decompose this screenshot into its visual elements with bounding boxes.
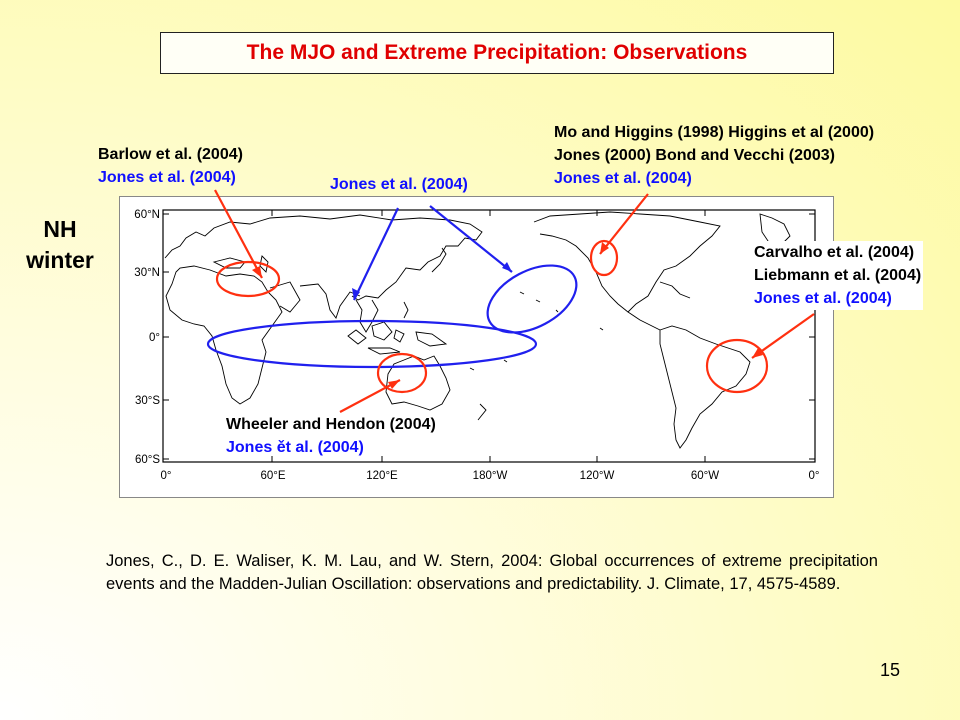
lon-label-60e: 60°E: [260, 470, 285, 482]
barlow-jones-ref: Jones et al. (2004): [98, 169, 236, 186]
page-number: 15: [880, 660, 901, 680]
wheeler-jones-ref: Jones ět al. (2004): [226, 439, 364, 456]
lat-label-60n: 60°N: [134, 209, 160, 221]
australia-ellipse: [376, 352, 428, 394]
season-label: NH winter: [18, 214, 102, 276]
wheeler-ref: Wheeler and Hendon (2004): [226, 416, 436, 433]
season-label-line2: winter: [26, 247, 94, 273]
carvalho-jones-ref: Jones et al. (2004): [754, 290, 892, 307]
mo-higgins-ref-1: Mo and Higgins (1998) Higgins et al (200…: [554, 124, 875, 141]
annotation-jones-top: Jones et al. (2004): [330, 173, 468, 196]
lon-label-180: 180°W: [473, 470, 508, 482]
liebmann-ref: Liebmann et al. (2004): [754, 267, 922, 284]
annotation-carvalho: Carvalho et al. (2004) Liebmann et al. (…: [752, 241, 924, 310]
middle-east-ellipse: [215, 260, 281, 298]
blue-marks: [206, 205, 578, 369]
coastlines: [164, 211, 791, 449]
lat-label-60s: 60°S: [135, 454, 160, 466]
jones-top-ref: Jones et al. (2004): [330, 176, 468, 193]
annotation-wheeler: Wheeler and Hendon (2004) Jones ět al. (…: [226, 413, 436, 459]
slide-title: The MJO and Extreme Precipitation: Obser…: [160, 32, 834, 74]
barlow-ref: Barlow et al. (2004): [98, 146, 243, 163]
annotation-mo-higgins: Mo and Higgins (1998) Higgins et al (200…: [554, 121, 874, 190]
lat-label-30s: 30°S: [135, 395, 160, 407]
lon-label-0: 0°: [161, 470, 172, 482]
lat-label-eq: 0°: [149, 332, 160, 344]
carvalho-ref: Carvalho et al. (2004): [754, 244, 915, 261]
map-frame: [162, 209, 816, 463]
mjo-equatorial-ellipse: [206, 319, 538, 369]
blue-arrow-2: [429, 205, 513, 273]
red-arrow-barlow: [214, 189, 263, 279]
season-label-line1: NH: [43, 216, 77, 242]
red-arrow-carvalho: [751, 313, 815, 359]
lon-label-0-end: 0°: [809, 470, 820, 482]
annotation-barlow: Barlow et al. (2004) Jones et al. (2004): [98, 143, 243, 189]
california-ellipse: [589, 239, 619, 277]
brazil-ellipse: [705, 338, 769, 394]
lon-label-60w: 60°W: [691, 470, 719, 482]
red-arrow-mo: [599, 193, 649, 255]
blue-arrow-1: [353, 207, 399, 301]
mo-higgins-ref-2: Jones (2000) Bond and Vecchi (2003): [554, 147, 835, 164]
red-marks: [214, 189, 815, 413]
lat-label-30n: 30°N: [134, 267, 160, 279]
citation-text: Jones, C., D. E. Waliser, K. M. Lau, and…: [106, 552, 878, 593]
lon-label-120w: 120°W: [580, 470, 615, 482]
pacific-ellipse: [486, 264, 578, 334]
mo-higgins-jones-ref: Jones et al. (2004): [554, 170, 692, 187]
lon-label-120e: 120°E: [366, 470, 398, 482]
